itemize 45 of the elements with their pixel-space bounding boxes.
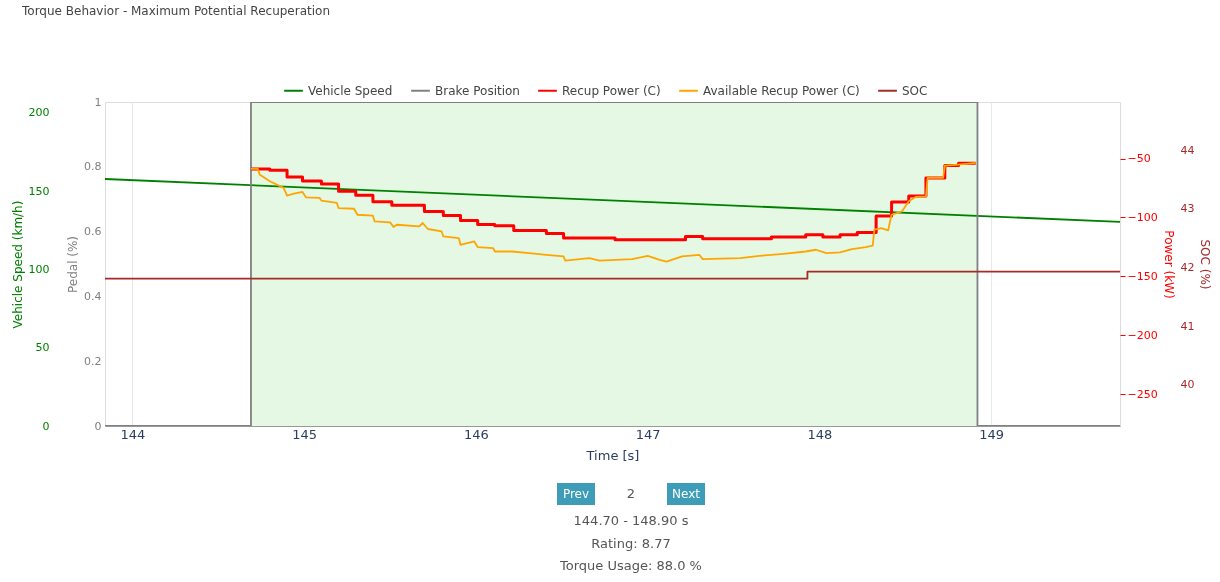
y3-tick-label: 44 bbox=[1180, 143, 1195, 157]
legend-label: Recup Power (C) bbox=[562, 83, 661, 98]
text: 144.70 - 148.90 s bbox=[573, 513, 689, 528]
legend-label: Available Recup Power (C) bbox=[703, 83, 860, 98]
x-tick-label: 149 bbox=[979, 426, 1005, 442]
y-tick-label: 50 bbox=[35, 341, 50, 355]
y2-tick-label: 0 bbox=[94, 419, 102, 433]
y3-axis-title: SOC (%) bbox=[1198, 239, 1213, 290]
text: 2 bbox=[626, 486, 636, 501]
y3-tick-label: 40 bbox=[1180, 378, 1195, 392]
text: Prev bbox=[562, 487, 590, 501]
y2-axis-title: Power (kW) bbox=[1161, 230, 1176, 299]
x-tick-label: 147 bbox=[635, 426, 661, 442]
x-tick-label: 146 bbox=[464, 426, 489, 442]
y2-tick-label: 0.2 bbox=[84, 354, 102, 368]
x-axis-title: Time [s] bbox=[585, 447, 640, 463]
y-tick-label: 150 bbox=[28, 184, 50, 198]
text: Next bbox=[672, 487, 701, 501]
y2-tick-label: 1 bbox=[94, 95, 102, 109]
text: Rating: 8.77 bbox=[591, 536, 671, 551]
y-tick-label: 100 bbox=[28, 262, 50, 276]
legend-label: Vehicle Speed bbox=[308, 83, 393, 98]
y-tick-label: 200 bbox=[28, 106, 50, 120]
y3-tick-label: 42 bbox=[1180, 261, 1195, 275]
x-tick-label: 148 bbox=[807, 426, 833, 442]
y2-axis-title: Pedal (%) bbox=[66, 235, 81, 294]
y3-tick-label: 41 bbox=[1180, 319, 1195, 333]
text: Torque Usage: 88.0 % bbox=[559, 558, 702, 573]
x-tick-label: 145 bbox=[292, 426, 318, 442]
y2-tick-label: −100 bbox=[1127, 210, 1158, 224]
y2-tick-label: 0.6 bbox=[84, 225, 102, 239]
legend-label: SOC bbox=[902, 83, 928, 98]
x-tick-label: 144 bbox=[120, 426, 146, 442]
y2-tick-label: −250 bbox=[1127, 387, 1158, 401]
legend-label: Brake Position bbox=[435, 83, 520, 98]
y-tick-label: 0 bbox=[42, 419, 50, 433]
line-series bbox=[250, 162, 977, 263]
y2-tick-label: −200 bbox=[1127, 328, 1158, 342]
y2-tick-label: −150 bbox=[1127, 269, 1158, 283]
chart-title: Torque Behavior - Maximum Potential Recuperation bbox=[21, 4, 331, 18]
y2-tick-label: −50 bbox=[1127, 152, 1151, 166]
y3-tick-label: 43 bbox=[1180, 202, 1195, 216]
y2-tick-label: 0.8 bbox=[84, 160, 102, 174]
y-axis-title: Vehicle Speed (km/h) bbox=[10, 200, 25, 329]
y2-tick-label: 0.4 bbox=[84, 289, 102, 303]
